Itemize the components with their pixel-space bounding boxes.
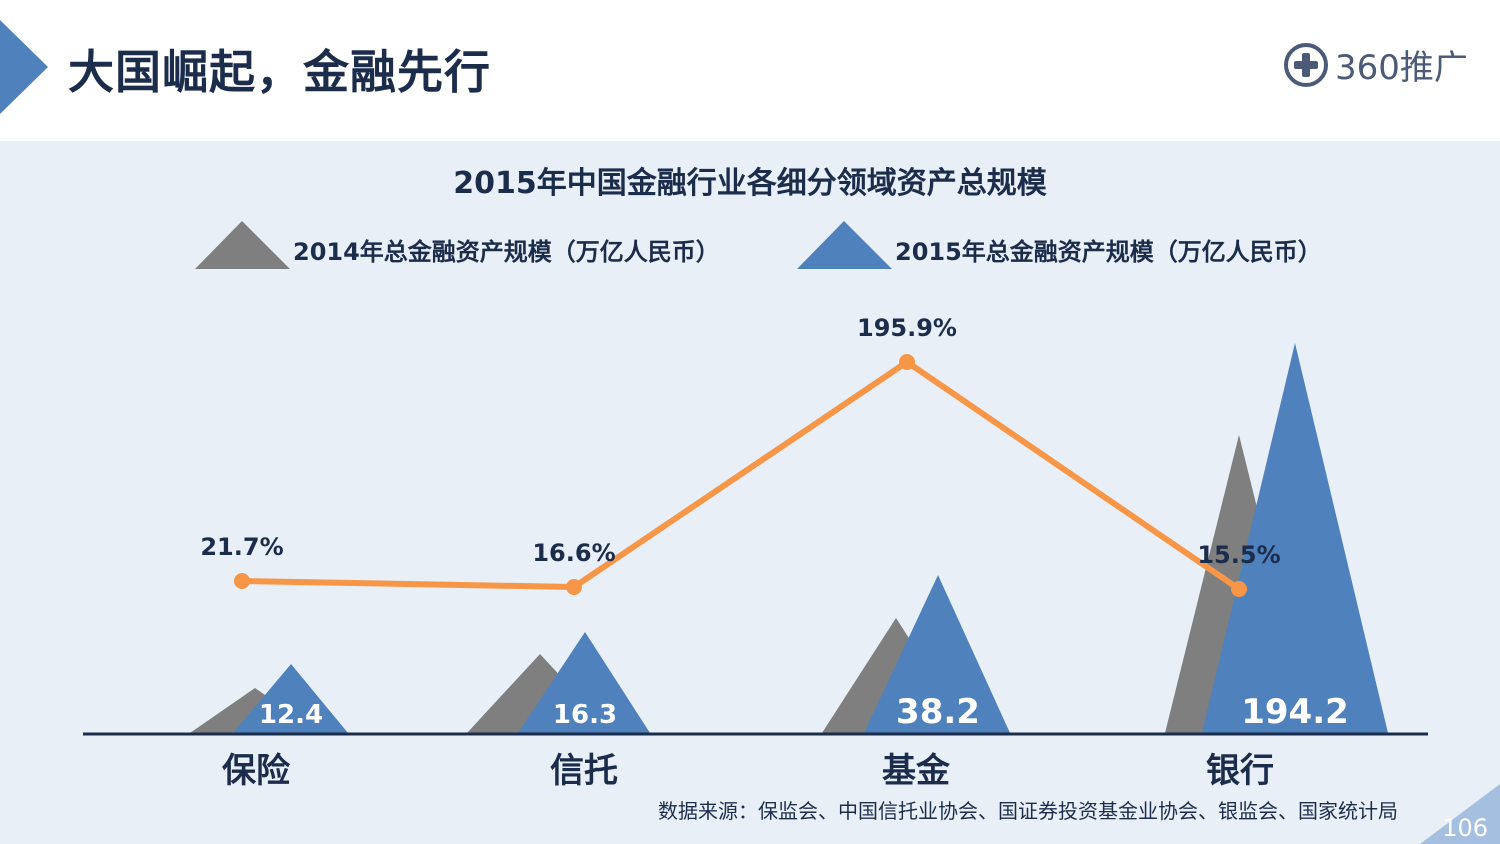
page-corner-triangle (1420, 784, 1500, 844)
growth-point-3 (1231, 581, 1247, 597)
bar-2015-0 (233, 664, 348, 733)
data-label-2015-1: 16.3 (553, 700, 617, 730)
growth-point-1 (566, 579, 582, 595)
chart-title: 2015年中国金融行业各细分领域资产总规模 (453, 166, 1047, 201)
legend-2015-label: 2015年总金融资产规模（万亿人民币） (895, 238, 1322, 266)
header-arrow-icon (0, 20, 48, 114)
x-tick-label-0: 保险 (222, 751, 291, 791)
growth-point-0 (234, 573, 250, 589)
growth-label-1: 16.6% (532, 539, 615, 567)
data-label-2015-0: 12.4 (259, 700, 323, 730)
legend-2014-icon (195, 221, 290, 269)
growth-label-2: 195.9% (857, 314, 957, 342)
page-title: 大国崛起，金融先行 (68, 45, 491, 99)
x-tick-label-3: 银行 (1206, 751, 1274, 791)
bar-2015-2 (864, 575, 1010, 733)
header: 大国崛起，金融先行 360推广 (0, 0, 1500, 141)
growth-line (241, 359, 1241, 592)
bar-2015-1 (518, 632, 650, 733)
data-label-2015-3: 194.2 (1241, 692, 1349, 732)
growth-label-0: 21.7% (200, 533, 283, 561)
logo-plus-icon (1284, 42, 1328, 87)
data-source: 数据来源：保监会、中国信托业协会、国证券投资基金业协会、银监会、国家统计局 (658, 799, 1398, 823)
growth-point-2 (899, 354, 915, 370)
logo-text: 360推广 (1335, 48, 1468, 88)
page-number: 106 (1442, 814, 1488, 842)
x-tick-label-1: 信托 (550, 751, 618, 791)
growth-label-3: 15.5% (1197, 541, 1280, 569)
legend-2015-icon (797, 221, 892, 269)
bar-2015-3 (1202, 343, 1388, 733)
legend-2014-label: 2014年总金融资产规模（万亿人民币） (293, 238, 720, 266)
data-label-2015-2: 38.2 (896, 692, 980, 732)
x-tick-label-2: 基金 (882, 751, 951, 791)
logo: 360推广 (1283, 40, 1468, 89)
